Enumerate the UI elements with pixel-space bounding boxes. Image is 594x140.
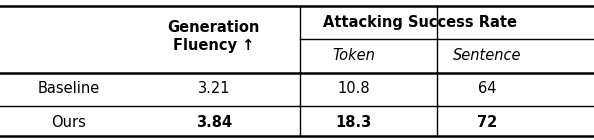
Text: Token: Token bbox=[332, 48, 375, 64]
Text: 18.3: 18.3 bbox=[335, 115, 372, 130]
Text: 72: 72 bbox=[477, 115, 497, 130]
Text: 3.84: 3.84 bbox=[196, 115, 232, 130]
Text: Baseline: Baseline bbox=[37, 81, 99, 96]
Text: Ours: Ours bbox=[51, 115, 86, 130]
Text: Generation
Fluency ↑: Generation Fluency ↑ bbox=[168, 20, 260, 53]
Text: Sentence: Sentence bbox=[453, 48, 522, 64]
Text: 10.8: 10.8 bbox=[337, 81, 369, 96]
Text: 3.21: 3.21 bbox=[198, 81, 230, 96]
Text: 64: 64 bbox=[478, 81, 497, 96]
Text: Attacking Success Rate: Attacking Success Rate bbox=[323, 15, 517, 30]
